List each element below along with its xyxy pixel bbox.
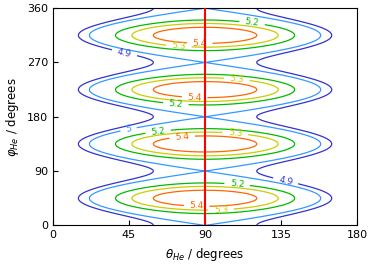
Text: 5.3: 5.3: [228, 128, 243, 138]
Y-axis label: $\varphi_{He}$ / degrees: $\varphi_{He}$ / degrees: [4, 77, 21, 157]
Text: 5: 5: [125, 124, 132, 134]
Text: 5.2: 5.2: [244, 18, 260, 28]
Text: 5.4: 5.4: [189, 202, 204, 211]
Text: 4.9: 4.9: [278, 175, 294, 187]
Text: 5.3: 5.3: [214, 205, 228, 215]
Text: 5.2: 5.2: [169, 99, 183, 109]
Text: 5.3: 5.3: [229, 74, 244, 84]
X-axis label: $\theta_{He}$ / degrees: $\theta_{He}$ / degrees: [166, 246, 245, 263]
Text: 5.2: 5.2: [230, 179, 245, 189]
Text: 5.2: 5.2: [150, 126, 166, 137]
Text: 5.4: 5.4: [187, 93, 202, 102]
Text: 5.4: 5.4: [175, 132, 190, 142]
Text: 5.4: 5.4: [193, 39, 207, 48]
Text: 4.9: 4.9: [116, 47, 132, 59]
Text: 5.3: 5.3: [171, 41, 186, 51]
